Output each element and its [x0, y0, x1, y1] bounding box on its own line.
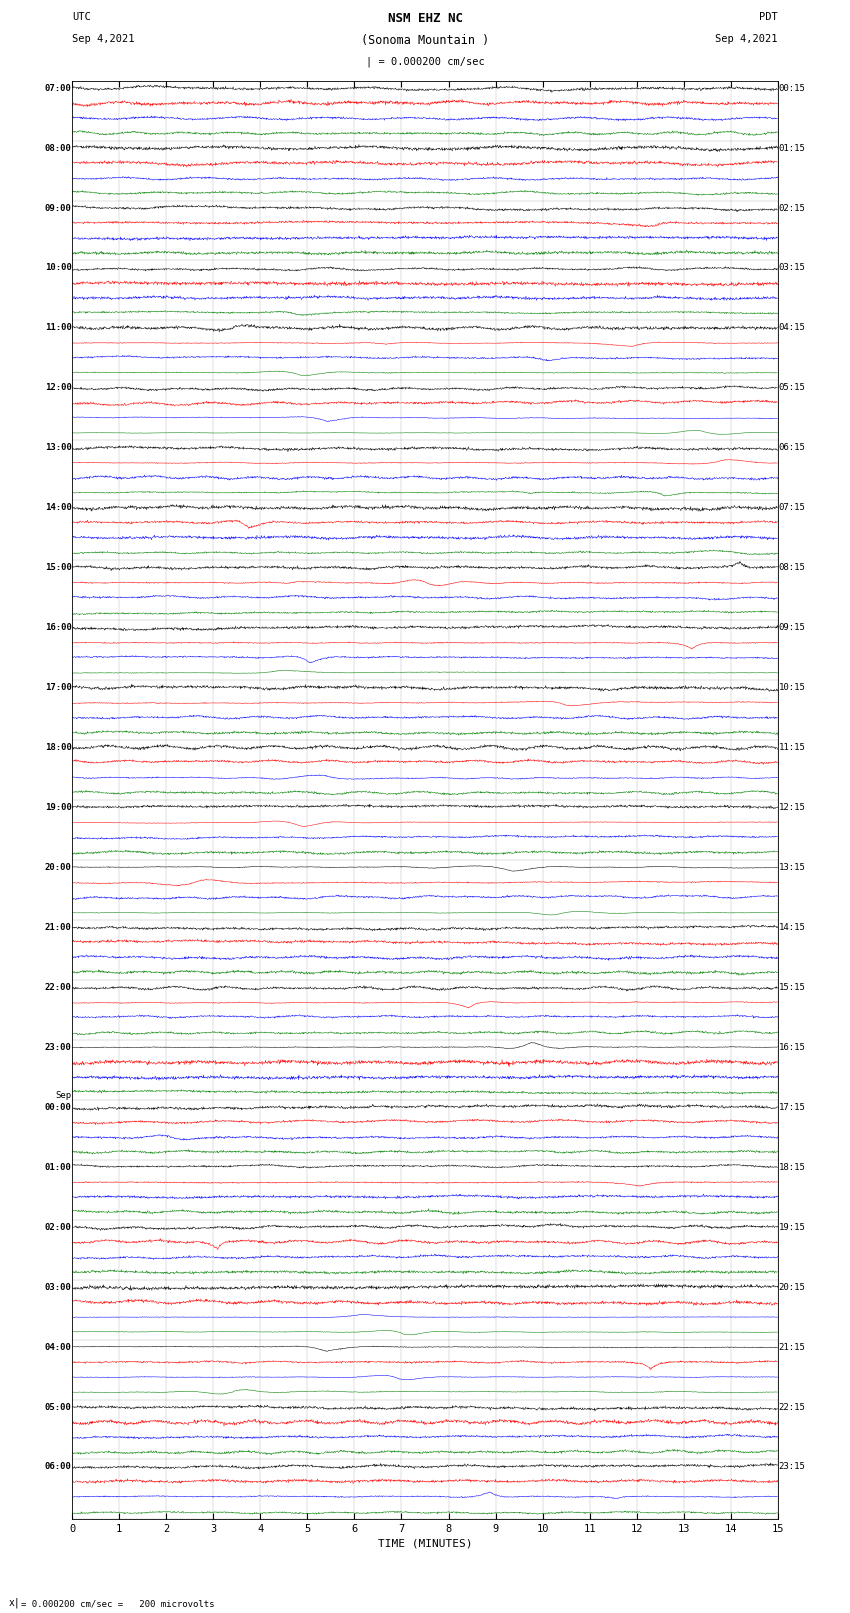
- Text: 09:15: 09:15: [779, 623, 805, 632]
- Text: 17:15: 17:15: [779, 1103, 805, 1111]
- Text: 07:15: 07:15: [779, 503, 805, 513]
- Text: 23:15: 23:15: [779, 1463, 805, 1471]
- Text: UTC: UTC: [72, 11, 91, 23]
- Text: 21:00: 21:00: [45, 923, 71, 932]
- Text: 04:00: 04:00: [45, 1342, 71, 1352]
- Text: 14:15: 14:15: [779, 923, 805, 932]
- Text: 02:15: 02:15: [779, 203, 805, 213]
- Text: Sep: Sep: [55, 1090, 71, 1100]
- Text: (Sonoma Mountain ): (Sonoma Mountain ): [361, 34, 489, 47]
- X-axis label: TIME (MINUTES): TIME (MINUTES): [377, 1539, 473, 1548]
- Text: 20:15: 20:15: [779, 1282, 805, 1292]
- Text: 21:15: 21:15: [779, 1342, 805, 1352]
- Text: 02:00: 02:00: [45, 1223, 71, 1232]
- Text: 07:00: 07:00: [45, 84, 71, 92]
- Text: 16:00: 16:00: [45, 623, 71, 632]
- Text: 00:00: 00:00: [45, 1103, 71, 1111]
- Text: 00:15: 00:15: [779, 84, 805, 92]
- Text: 22:15: 22:15: [779, 1403, 805, 1411]
- Text: = 0.000200 cm/sec =   200 microvolts: = 0.000200 cm/sec = 200 microvolts: [21, 1598, 215, 1608]
- Text: 15:00: 15:00: [45, 563, 71, 573]
- Text: 15:15: 15:15: [779, 982, 805, 992]
- Text: 20:00: 20:00: [45, 863, 71, 873]
- Text: 03:15: 03:15: [779, 263, 805, 273]
- Text: 19:15: 19:15: [779, 1223, 805, 1232]
- Text: Sep 4,2021: Sep 4,2021: [72, 34, 135, 44]
- Text: 13:15: 13:15: [779, 863, 805, 873]
- Text: 11:00: 11:00: [45, 324, 71, 332]
- Text: 16:15: 16:15: [779, 1044, 805, 1052]
- Text: 06:15: 06:15: [779, 444, 805, 452]
- Text: PDT: PDT: [759, 11, 778, 23]
- Text: 04:15: 04:15: [779, 324, 805, 332]
- Text: 12:15: 12:15: [779, 803, 805, 811]
- Text: 10:15: 10:15: [779, 684, 805, 692]
- Text: 08:00: 08:00: [45, 144, 71, 153]
- Text: 05:15: 05:15: [779, 384, 805, 392]
- Text: x|: x|: [8, 1597, 20, 1608]
- Text: 01:15: 01:15: [779, 144, 805, 153]
- Text: 17:00: 17:00: [45, 684, 71, 692]
- Text: 08:15: 08:15: [779, 563, 805, 573]
- Text: 01:00: 01:00: [45, 1163, 71, 1171]
- Text: 06:00: 06:00: [45, 1463, 71, 1471]
- Text: 09:00: 09:00: [45, 203, 71, 213]
- Text: Sep 4,2021: Sep 4,2021: [715, 34, 778, 44]
- Text: 14:00: 14:00: [45, 503, 71, 513]
- Text: 03:00: 03:00: [45, 1282, 71, 1292]
- Text: 19:00: 19:00: [45, 803, 71, 811]
- Text: 18:15: 18:15: [779, 1163, 805, 1171]
- Text: 22:00: 22:00: [45, 982, 71, 992]
- Text: 11:15: 11:15: [779, 744, 805, 752]
- Text: | = 0.000200 cm/sec: | = 0.000200 cm/sec: [366, 56, 484, 68]
- Text: 18:00: 18:00: [45, 744, 71, 752]
- Text: 13:00: 13:00: [45, 444, 71, 452]
- Text: 23:00: 23:00: [45, 1044, 71, 1052]
- Text: 10:00: 10:00: [45, 263, 71, 273]
- Text: 05:00: 05:00: [45, 1403, 71, 1411]
- Text: 12:00: 12:00: [45, 384, 71, 392]
- Text: NSM EHZ NC: NSM EHZ NC: [388, 11, 462, 26]
